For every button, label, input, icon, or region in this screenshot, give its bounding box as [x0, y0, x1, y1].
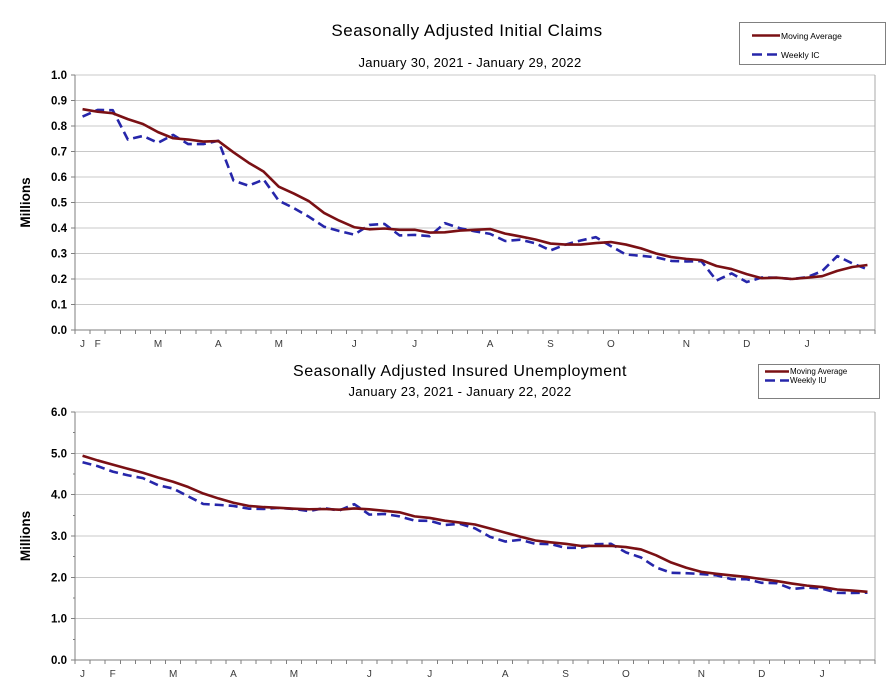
x-month-label: N [683, 339, 690, 350]
legend-label-moving-average-iu: Moving Average [790, 367, 848, 376]
moving-average-line [82, 107, 868, 281]
initial-claims-subtitle: January 30, 2021 - January 29, 2022 [358, 55, 582, 70]
y-tick-label: 0.9 [51, 96, 67, 108]
y-tick-label: 1.0 [51, 70, 67, 82]
x-month-label: D [758, 669, 765, 680]
x-month-label: J [427, 669, 432, 680]
legend-row-moving-average: Moving Average [752, 26, 885, 45]
x-month-label: S [562, 669, 569, 680]
y-tick-label: 0.7 [51, 147, 67, 159]
y-tick-label: 6.0 [51, 407, 67, 419]
y-tick-label: 0.3 [51, 249, 67, 261]
moving-average-line-sample [752, 32, 780, 39]
legend-label-moving-average: Moving Average [781, 30, 842, 41]
x-month-label: M [275, 339, 283, 350]
x-month-label: O [607, 339, 615, 350]
legend-sample-line [765, 379, 789, 382]
moving-average-line [82, 454, 868, 594]
y-tick-label: 0.8 [51, 121, 68, 133]
legend-insured-unemployment: Moving Average Weekly IU [758, 364, 880, 399]
insured-unemployment-title: Seasonally Adjusted Insured Unemployment [293, 363, 627, 380]
x-month-label: A [502, 669, 509, 680]
x-month-label: F [110, 669, 116, 680]
x-month-label: N [698, 669, 705, 680]
x-month-label: J [412, 339, 417, 350]
x-month-label: A [487, 339, 494, 350]
y-tick-label: 1.0 [51, 614, 67, 626]
x-month-label: M [169, 669, 177, 680]
y-tick-label: 0.4 [51, 223, 68, 235]
legend-row-weekly-iu: Weekly IU [765, 376, 879, 385]
y-tick-label: 5.0 [51, 448, 67, 460]
weekly-iu-line [82, 460, 868, 595]
x-month-label: M [154, 339, 162, 350]
x-month-label: J [80, 669, 85, 680]
x-month-label: A [230, 669, 237, 680]
y-tick-label: 3.0 [51, 531, 67, 543]
y-tick-label: 0.2 [51, 274, 67, 286]
weekly-ic-line [82, 108, 868, 284]
y-tick-label: 0.0 [51, 655, 67, 667]
legend-row-moving-average-iu: Moving Average [765, 367, 879, 376]
initial-claims-title: Seasonally Adjusted Initial Claims [331, 21, 603, 40]
weekly-ic-line-sample [752, 51, 780, 58]
x-month-label: J [367, 669, 372, 680]
legend-sample-line [752, 34, 780, 37]
y-tick-label: 0.1 [51, 300, 68, 312]
y-tick-label: 2.0 [51, 572, 67, 584]
x-month-label: S [547, 339, 554, 350]
y-tick-label: 0.0 [51, 325, 67, 337]
x-month-label: O [622, 669, 630, 680]
y-tick-label: 4.0 [51, 490, 67, 502]
y-axis-title: Millions [18, 511, 33, 561]
y-tick-label: 0.6 [51, 172, 67, 184]
insured-unemployment-subtitle: January 23, 2021 - January 22, 2022 [348, 384, 572, 399]
y-tick-label: 0.5 [51, 198, 68, 210]
x-month-label: J [820, 669, 825, 680]
legend-sample-line [752, 53, 780, 56]
moving-average-iu-line-sample [765, 368, 789, 375]
legend-label-weekly-iu: Weekly IU [790, 376, 827, 385]
x-month-label: M [290, 669, 298, 680]
x-month-label: A [215, 339, 222, 350]
legend-initial-claims: Moving Average Weekly IC [739, 22, 886, 65]
weekly-iu-line-sample [765, 377, 789, 384]
x-month-label: F [95, 339, 101, 350]
legend-row-weekly-ic: Weekly IC [752, 45, 885, 64]
legend-sample-line [765, 370, 789, 373]
y-axis-title: Millions [18, 177, 33, 227]
legend-label-weekly-ic: Weekly IC [781, 49, 820, 60]
x-month-label: J [352, 339, 357, 350]
x-month-label: D [743, 339, 750, 350]
x-month-label: J [805, 339, 810, 350]
x-month-label: J [80, 339, 85, 350]
